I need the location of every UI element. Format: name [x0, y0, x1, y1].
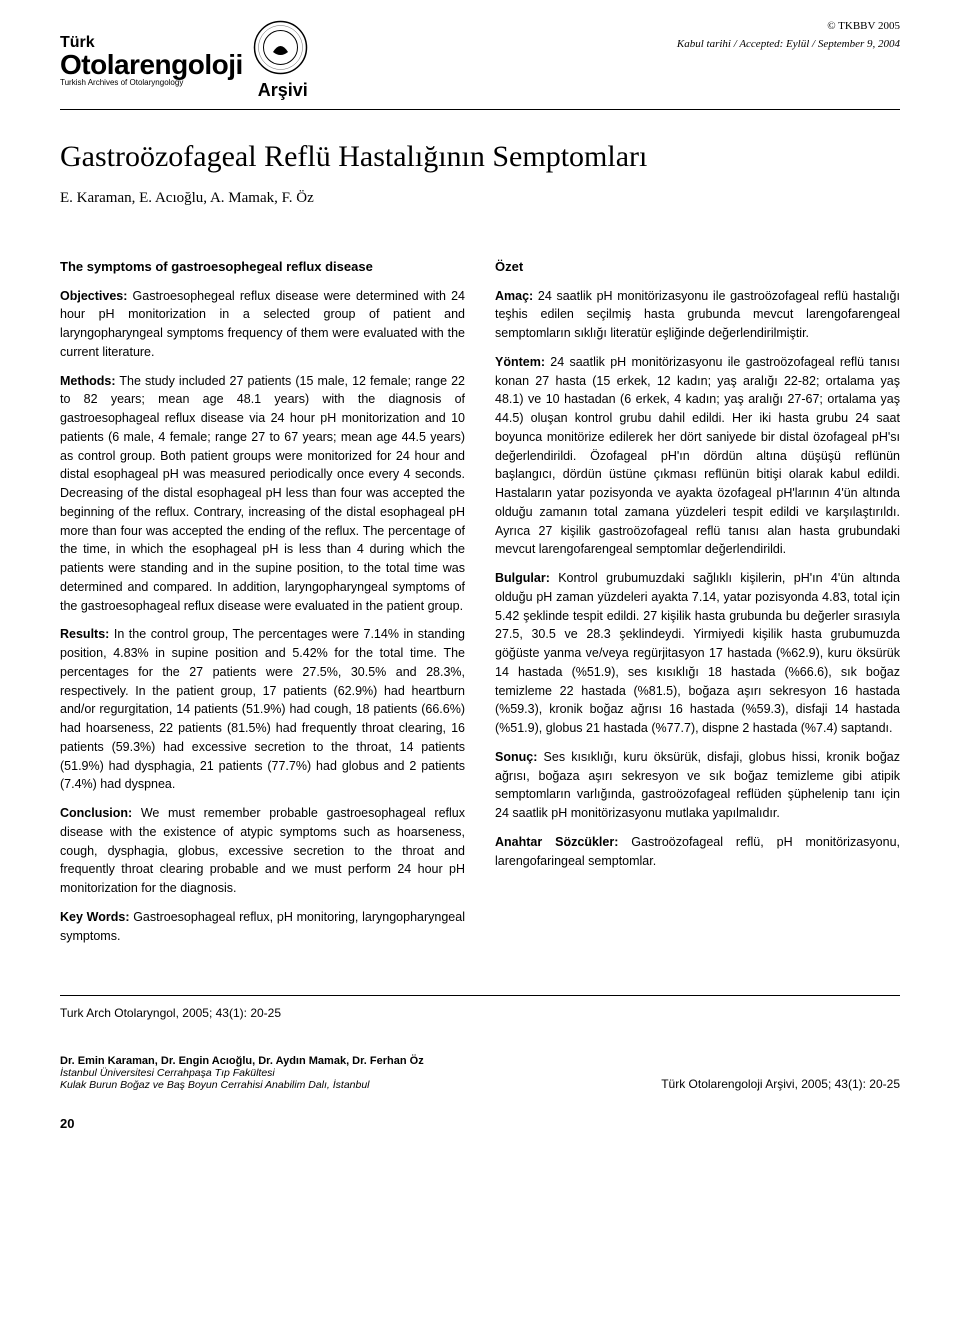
abstract-tr-yontem: Yöntem: 24 saatlik pH monitörizasyonu il…: [495, 353, 900, 559]
sonuc-text: Ses kısıklığı, kuru öksürük, disfaji, gl…: [495, 750, 900, 820]
results-label: Results:: [60, 627, 109, 641]
logo-text-block: Türk Otolarengoloji Turkish Archives of …: [60, 35, 243, 87]
abstract-en-results: Results: In the control group, The perce…: [60, 625, 465, 794]
amac-label: Amaç:: [495, 289, 533, 303]
footer-journal: Türk Otolarengoloji Arşivi, 2005; 43(1):…: [661, 1077, 900, 1091]
conclusion-label: Conclusion:: [60, 806, 132, 820]
abstract-tr-title: Özet: [495, 257, 900, 277]
anahtar-label: Anahtar Sözcükler:: [495, 835, 618, 849]
abstract-turkish: Özet Amaç: 24 saatlik pH monitörizasyonu…: [495, 257, 900, 955]
abstract-en-methods: Methods: The study included 27 patients …: [60, 372, 465, 616]
logo-subtitle: Turkish Archives of Otolaryngology: [60, 79, 243, 87]
footer-affiliation1: İstanbul Üniversitesi Cerrahpaşa Tıp Fak…: [60, 1067, 424, 1079]
footer-authors-block: Dr. Emin Karaman, Dr. Engin Acıoğlu, Dr.…: [60, 1055, 424, 1091]
article-authors: E. Karaman, E. Acıoğlu, A. Mamak, F. Öz: [60, 190, 900, 207]
logo-arsivi-block: Arşivi: [253, 20, 308, 101]
bulgular-text: Kontrol grubumuzdaki sağlıklı kişilerin,…: [495, 571, 900, 735]
objectives-label: Objectives:: [60, 289, 127, 303]
page-footer: Dr. Emin Karaman, Dr. Engin Acıoğlu, Dr.…: [60, 1055, 900, 1091]
abstract-tr-anahtar: Anahtar Sözcükler: Gastroözofageal reflü…: [495, 833, 900, 871]
copyright-text: © TKBBV 2005: [677, 20, 900, 32]
footer-authors: Dr. Emin Karaman, Dr. Engin Acıoğlu, Dr.…: [60, 1055, 424, 1067]
bulgular-label: Bulgular:: [495, 571, 550, 585]
abstract-en-objectives: Objectives: Gastroesophegeal reflux dise…: [60, 287, 465, 362]
journal-logo: Türk Otolarengoloji Turkish Archives of …: [60, 20, 308, 101]
accepted-date: Kabul tarihi / Accepted: Eylül / Septemb…: [677, 38, 900, 50]
abstract-en-title: The symptoms of gastroesophegeal reflux …: [60, 257, 465, 277]
society-seal-icon: [253, 20, 308, 75]
header-meta: © TKBBV 2005 Kabul tarihi / Accepted: Ey…: [677, 20, 900, 50]
abstract-tr-sonuc: Sonuç: Ses kısıklığı, kuru öksürük, disf…: [495, 748, 900, 823]
logo-arsivi: Arşivi: [253, 80, 308, 101]
sonuc-label: Sonuç:: [495, 750, 537, 764]
abstract-en-keywords: Key Words: Gastroesophageal reflux, pH m…: [60, 908, 465, 946]
logo-main: Otolarengoloji: [60, 51, 243, 79]
footer-affiliation2: Kulak Burun Boğaz ve Baş Boyun Cerrahisi…: [60, 1079, 424, 1091]
abstract-tr-bulgular: Bulgular: Kontrol grubumuzdaki sağlıklı …: [495, 569, 900, 738]
methods-label: Methods:: [60, 374, 116, 388]
page-header: Türk Otolarengoloji Turkish Archives of …: [60, 20, 900, 110]
methods-text: The study included 27 patients (15 male,…: [60, 374, 465, 613]
keywords-label: Key Words:: [60, 910, 129, 924]
amac-text: 24 saatlik pH monitörizasyonu ile gastro…: [495, 289, 900, 341]
yontem-text: 24 saatlik pH monitörizasyonu ile gastro…: [495, 355, 900, 557]
abstract-english: The symptoms of gastroesophegeal reflux …: [60, 257, 465, 955]
results-text: In the control group, The percentages we…: [60, 627, 465, 791]
abstract-tr-amac: Amaç: 24 saatlik pH monitörizasyonu ile …: [495, 287, 900, 343]
yontem-label: Yöntem:: [495, 355, 545, 369]
abstract-en-conclusion: Conclusion: We must remember probable ga…: [60, 804, 465, 898]
article-title: Gastroözofageal Reflü Hastalığının Sempt…: [60, 140, 900, 174]
abstract-container: The symptoms of gastroesophegeal reflux …: [60, 257, 900, 955]
citation-line: Turk Arch Otolaryngol, 2005; 43(1): 20-2…: [60, 995, 900, 1020]
page-number: 20: [60, 1116, 900, 1131]
